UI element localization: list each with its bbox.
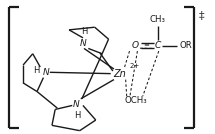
Text: O: O: [132, 41, 139, 50]
Text: H: H: [74, 111, 81, 120]
Text: =: =: [144, 42, 149, 48]
Text: OR: OR: [179, 41, 192, 50]
Text: N: N: [80, 39, 86, 48]
Text: Zn: Zn: [113, 69, 126, 79]
Text: N: N: [43, 68, 50, 77]
Text: H: H: [33, 66, 39, 75]
Text: ‡: ‡: [198, 11, 204, 21]
Text: N: N: [73, 100, 80, 109]
Text: 2+: 2+: [129, 63, 140, 69]
Text: H: H: [81, 27, 87, 36]
Text: OCH₃: OCH₃: [125, 96, 148, 105]
Text: C: C: [155, 41, 161, 50]
Text: CH₃: CH₃: [150, 15, 166, 24]
